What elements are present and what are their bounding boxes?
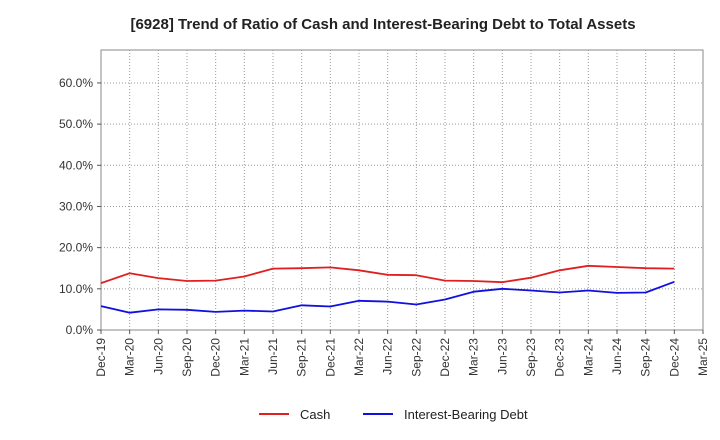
x-tick-label: Jun-24 (610, 338, 624, 375)
x-tick-label: Mar-23 (467, 338, 481, 376)
legend: Cash Interest-Bearing Debt (259, 407, 528, 422)
x-tick-label: Jun-22 (381, 338, 395, 375)
series-line-interest-bearing-debt (100, 280, 675, 314)
series-line-cash (100, 264, 675, 284)
x-tick-label: Jun-21 (266, 338, 280, 375)
x-tick-label: Sep-23 (524, 338, 538, 377)
grid (100, 49, 704, 331)
x-tick-label: Sep-22 (409, 338, 423, 377)
x-tick-label: Dec-21 (323, 338, 337, 377)
y-tick-label: 20.0% (59, 241, 93, 255)
chart-title: [6928] Trend of Ratio of Cash and Intere… (130, 16, 635, 33)
y-tick-label: 50.0% (59, 117, 93, 131)
x-tick-label: Dec-19 (94, 338, 108, 377)
x-tick-label: Mar-22 (352, 338, 366, 376)
x-tick-label: Mar-20 (123, 338, 137, 376)
x-tick-label: Jun-20 (151, 338, 165, 375)
x-tick-label: Dec-24 (667, 338, 681, 377)
plot-frame (100, 49, 704, 331)
x-tick-label: Dec-23 (553, 338, 567, 377)
legend-label-interest-bearing-debt: Interest-Bearing Debt (404, 407, 528, 422)
x-tick-label: Mar-25 (696, 338, 710, 376)
x-tick-label: Jun-23 (495, 338, 509, 375)
x-tick-label: Mar-21 (237, 338, 251, 376)
y-tick-label: 30.0% (59, 199, 93, 213)
x-tick-label: Sep-24 (639, 338, 653, 377)
series (100, 264, 675, 314)
y-tick-label: 0.0% (66, 323, 94, 337)
legend-label-cash: Cash (300, 407, 330, 422)
y-tick-label: 40.0% (59, 158, 93, 172)
y-tick-label: 60.0% (59, 76, 93, 90)
y-tick-label: 10.0% (59, 282, 93, 296)
x-tick-label: Sep-21 (295, 338, 309, 377)
x-tick-label: Sep-20 (180, 338, 194, 377)
x-tick-label: Mar-24 (581, 338, 595, 376)
x-tick-label: Dec-22 (438, 338, 452, 377)
x-tick-label: Dec-20 (209, 338, 223, 377)
axes: Dec-19 Mar-20 Jun-20 Sep-20 Dec-20 Mar-21 Jun-… (59, 76, 710, 377)
